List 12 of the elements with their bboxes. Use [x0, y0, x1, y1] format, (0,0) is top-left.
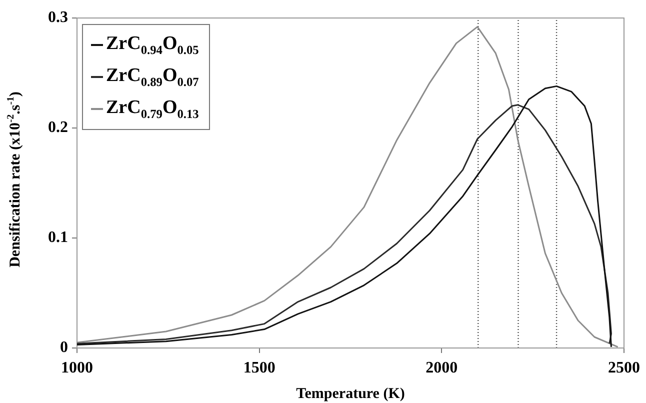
y-tick-label: 0.2: [48, 119, 68, 136]
y-tick-label: 0: [60, 339, 68, 356]
x-tick-label: 1000: [61, 360, 93, 377]
legend-label: ZrC$_{0.94}$O$_{0.05}$: [106, 32, 199, 58]
y-tick-label: 0.1: [48, 229, 68, 246]
x-axis-title: Temperature (K): [296, 386, 405, 402]
x-tick-label: 1500: [243, 360, 276, 377]
x-tick-label: 2500: [608, 360, 640, 377]
y-tick-label: 0.3: [48, 9, 68, 26]
legend-label: ZrC$_{0.89}$O$_{0.07}$: [106, 64, 199, 90]
x-tick-label: 2000: [426, 360, 458, 377]
legend-label: ZrC$_{0.79}$O$_{0.13}$: [106, 96, 199, 122]
